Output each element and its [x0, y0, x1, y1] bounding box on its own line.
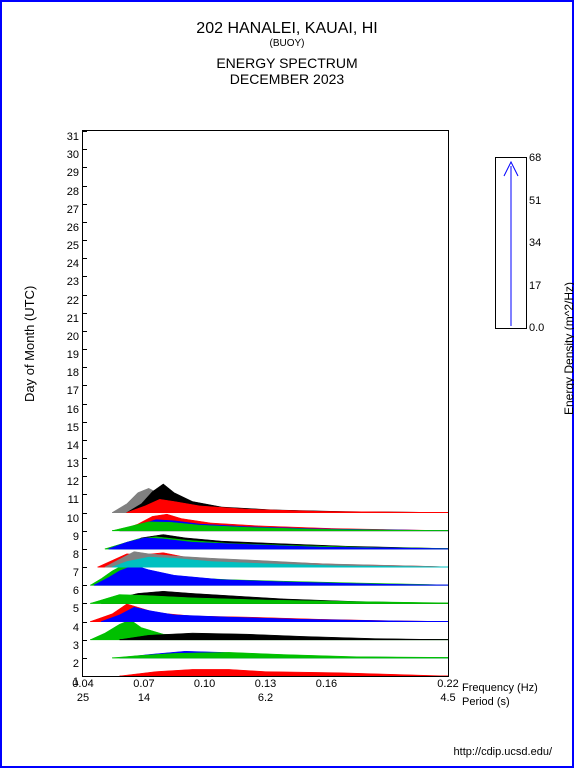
x-tick-freq: 0.16	[316, 676, 337, 690]
legend-tick: 17	[526, 280, 541, 292]
legend-tick: 34	[526, 237, 541, 249]
y-tick: 16	[67, 404, 83, 416]
y-tick: 24	[67, 258, 83, 270]
legend-tick: 68	[526, 152, 541, 164]
title-block: 202 HANALEI, KAUAI, HI (BUOY) ENERGY SPE…	[2, 2, 572, 87]
y-tick: 19	[67, 349, 83, 361]
legend-tick: 0.0	[526, 322, 544, 334]
y-tick: 15	[67, 422, 83, 434]
spectrum-series	[101, 607, 448, 621]
y-tick: 8	[73, 549, 83, 561]
y-tick: 21	[67, 313, 83, 325]
y-tick: 31	[67, 131, 83, 143]
y-tick: 23	[67, 276, 83, 288]
legend-box: 685134170.0	[495, 157, 527, 329]
y-tick: 6	[73, 585, 83, 597]
y-tick: 22	[67, 295, 83, 307]
y-tick: 7	[73, 567, 83, 579]
y-tick: 26	[67, 222, 83, 234]
y-tick: 12	[67, 476, 83, 488]
spectrum-series	[120, 633, 449, 640]
x-axis-freq-label: Frequency (Hz)	[462, 682, 538, 694]
y-axis-label: Day of Month (UTC)	[22, 286, 37, 402]
spectrum-series	[120, 669, 449, 676]
x-tick-period: 25	[77, 676, 89, 704]
y-tick: 30	[67, 149, 83, 161]
station-type: (BUOY)	[2, 38, 572, 49]
plot-area: 1234567891011121314151617181920212223242…	[82, 130, 449, 677]
y-tick: 28	[67, 186, 83, 198]
x-tick-period: 6.2	[258, 676, 273, 704]
y-tick: 20	[67, 331, 83, 343]
y-tick: 3	[73, 640, 83, 652]
footer-url: http://cdip.ucsd.edu/	[454, 746, 552, 758]
y-tick: 17	[67, 385, 83, 397]
y-tick: 14	[67, 440, 83, 452]
y-tick: 2	[73, 658, 83, 670]
chart-frame: 202 HANALEI, KAUAI, HI (BUOY) ENERGY SPE…	[0, 0, 574, 768]
y-tick: 25	[67, 240, 83, 252]
x-axis-period-label: Period (s)	[462, 696, 510, 708]
y-tick: 18	[67, 367, 83, 379]
y-tick: 13	[67, 458, 83, 470]
station-title: 202 HANALEI, KAUAI, HI	[2, 20, 572, 38]
spectrum-series	[112, 522, 448, 531]
legend-label: Energy Density (m^2/Hz)	[562, 282, 574, 415]
legend-tick: 51	[526, 195, 541, 207]
product-title: ENERGY SPECTRUM	[2, 55, 572, 71]
y-tick: 9	[73, 531, 83, 543]
legend-arrow-svg	[496, 158, 526, 328]
y-tick: 5	[73, 603, 83, 615]
spectrum-svg	[83, 131, 448, 676]
y-tick: 10	[67, 513, 83, 525]
x-tick-freq: 0.10	[194, 676, 215, 690]
x-tick-period: 14	[138, 676, 150, 704]
date-title: DECEMBER 2023	[2, 71, 572, 87]
y-tick: 29	[67, 167, 83, 179]
y-tick: 27	[67, 204, 83, 216]
x-tick-period: 4.5	[440, 676, 455, 704]
spectrum-series	[94, 565, 448, 585]
y-tick: 11	[68, 494, 83, 506]
y-tick: 4	[73, 622, 83, 634]
